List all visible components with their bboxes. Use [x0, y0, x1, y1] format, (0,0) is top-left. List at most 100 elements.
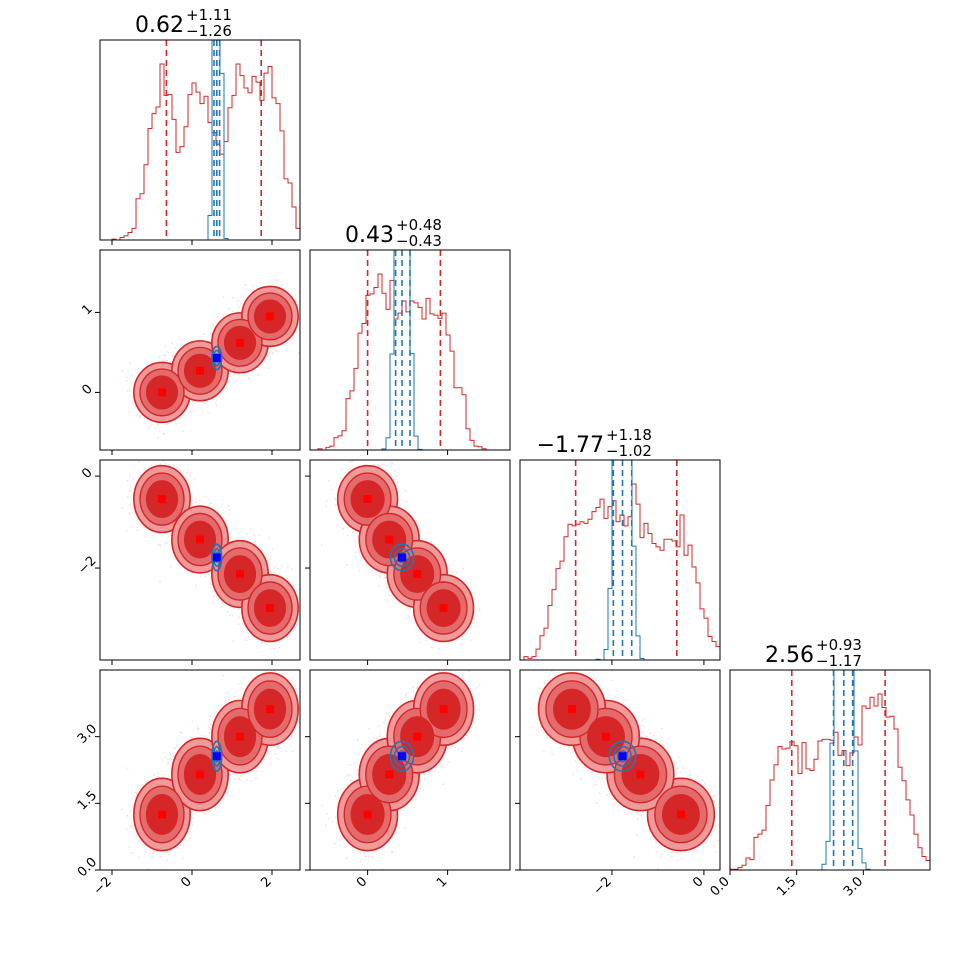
sample-point: [139, 416, 142, 419]
sample-point: [438, 647, 441, 650]
sample-point: [171, 355, 174, 357]
sample-point: [135, 414, 138, 417]
sample-point: [148, 361, 150, 363]
sample-point: [303, 309, 305, 311]
sample-point: [237, 306, 240, 309]
sample-point: [252, 285, 255, 288]
sample-point: [336, 523, 339, 526]
sample-point: [215, 401, 217, 403]
sample-point: [156, 544, 159, 546]
sample-point: [232, 374, 235, 376]
sample-point: [195, 584, 198, 587]
sample-point: [164, 542, 167, 544]
sample-point: [327, 480, 330, 482]
sample-point: [211, 589, 214, 592]
sample-point: [293, 626, 296, 629]
sample-point: [291, 568, 294, 570]
sample-point: [142, 470, 145, 472]
sample-point: [233, 380, 236, 383]
sample-point: [237, 300, 240, 302]
sample-point: [130, 374, 133, 377]
sample-point: [158, 356, 161, 358]
sample-point: [159, 580, 161, 583]
sample-point: [167, 535, 170, 538]
sample-point: [298, 351, 300, 354]
sample-point: [295, 300, 298, 303]
sample-point: [237, 304, 239, 307]
sample-point: [292, 337, 294, 340]
sample-point: [176, 563, 179, 566]
sample-point: [395, 475, 398, 478]
sample-point: [245, 288, 248, 291]
sample-point: [237, 616, 240, 619]
sample-point: [163, 433, 165, 435]
narrow-contour: [211, 345, 223, 371]
sample-point: [161, 359, 164, 362]
red-square-marker: [266, 312, 274, 321]
sample-point: [419, 641, 422, 644]
sample-point: [269, 357, 272, 360]
sample-point: [166, 360, 169, 362]
sample-point: [267, 367, 270, 369]
sample-point: [233, 373, 236, 375]
sample-point: [237, 623, 240, 625]
sample-point: [277, 567, 279, 570]
sample-point: [280, 284, 282, 287]
sample-point: [388, 594, 391, 597]
sample-point: [425, 639, 427, 642]
sample-point: [164, 354, 167, 357]
sample-point: [468, 627, 471, 630]
scatter-panel-p1-p2: [320, 460, 481, 650]
sample-point: [229, 613, 232, 616]
blue-square-marker: [212, 553, 221, 562]
sample-point: [129, 389, 132, 392]
sample-point: [268, 352, 271, 355]
sample-point: [268, 555, 271, 558]
sample-point: [121, 507, 124, 510]
red-square-marker: [196, 366, 204, 375]
sample-point: [132, 477, 134, 480]
sample-point: [176, 466, 179, 469]
sample-point: [171, 342, 174, 345]
sample-point: [221, 602, 224, 604]
sample-point: [125, 529, 128, 532]
sample-point: [247, 377, 250, 380]
sample-point: [280, 567, 283, 570]
sample-point: [189, 474, 192, 477]
sample-point: [126, 390, 129, 393]
sample-point: [258, 534, 261, 537]
sample-point: [270, 570, 272, 573]
sample-point: [126, 496, 129, 499]
sample-point: [204, 495, 207, 498]
sample-point: [145, 527, 147, 530]
sample-point: [228, 373, 231, 375]
sample-point: [129, 362, 131, 365]
sample-point: [288, 638, 291, 641]
sample-point: [404, 489, 407, 492]
sample-point: [269, 561, 272, 564]
sample-point: [231, 614, 234, 617]
sample-point: [232, 640, 235, 643]
sample-point: [132, 381, 134, 384]
sample-point: [159, 463, 162, 466]
sample-point: [121, 369, 124, 372]
sample-point: [202, 411, 204, 414]
sample-point: [202, 333, 205, 335]
sample-point: [266, 355, 269, 358]
sample-point: [348, 461, 351, 463]
sample-point: [292, 585, 295, 587]
sample-point: [174, 346, 177, 349]
sample-point: [333, 497, 336, 500]
sample-point: [215, 404, 218, 407]
sample-point: [253, 534, 255, 536]
red-square-marker: [266, 604, 274, 613]
sample-point: [233, 527, 236, 530]
sample-point: [162, 460, 165, 463]
sample-point: [302, 323, 304, 325]
sample-point: [136, 529, 139, 532]
red-square-marker: [158, 388, 166, 397]
sample-point: [128, 411, 131, 414]
sample-point: [212, 325, 215, 328]
sample-point: [215, 321, 217, 324]
sample-point: [245, 639, 248, 642]
